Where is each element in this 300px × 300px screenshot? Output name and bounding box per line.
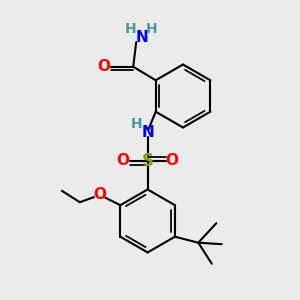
Text: O: O <box>116 154 130 169</box>
Text: H: H <box>131 117 142 131</box>
Text: S: S <box>142 152 154 170</box>
Text: N: N <box>141 125 154 140</box>
Text: H: H <box>146 22 158 36</box>
Text: H: H <box>125 22 136 36</box>
Text: O: O <box>93 187 106 202</box>
Text: O: O <box>166 154 179 169</box>
Text: N: N <box>135 30 148 45</box>
Text: O: O <box>98 59 111 74</box>
